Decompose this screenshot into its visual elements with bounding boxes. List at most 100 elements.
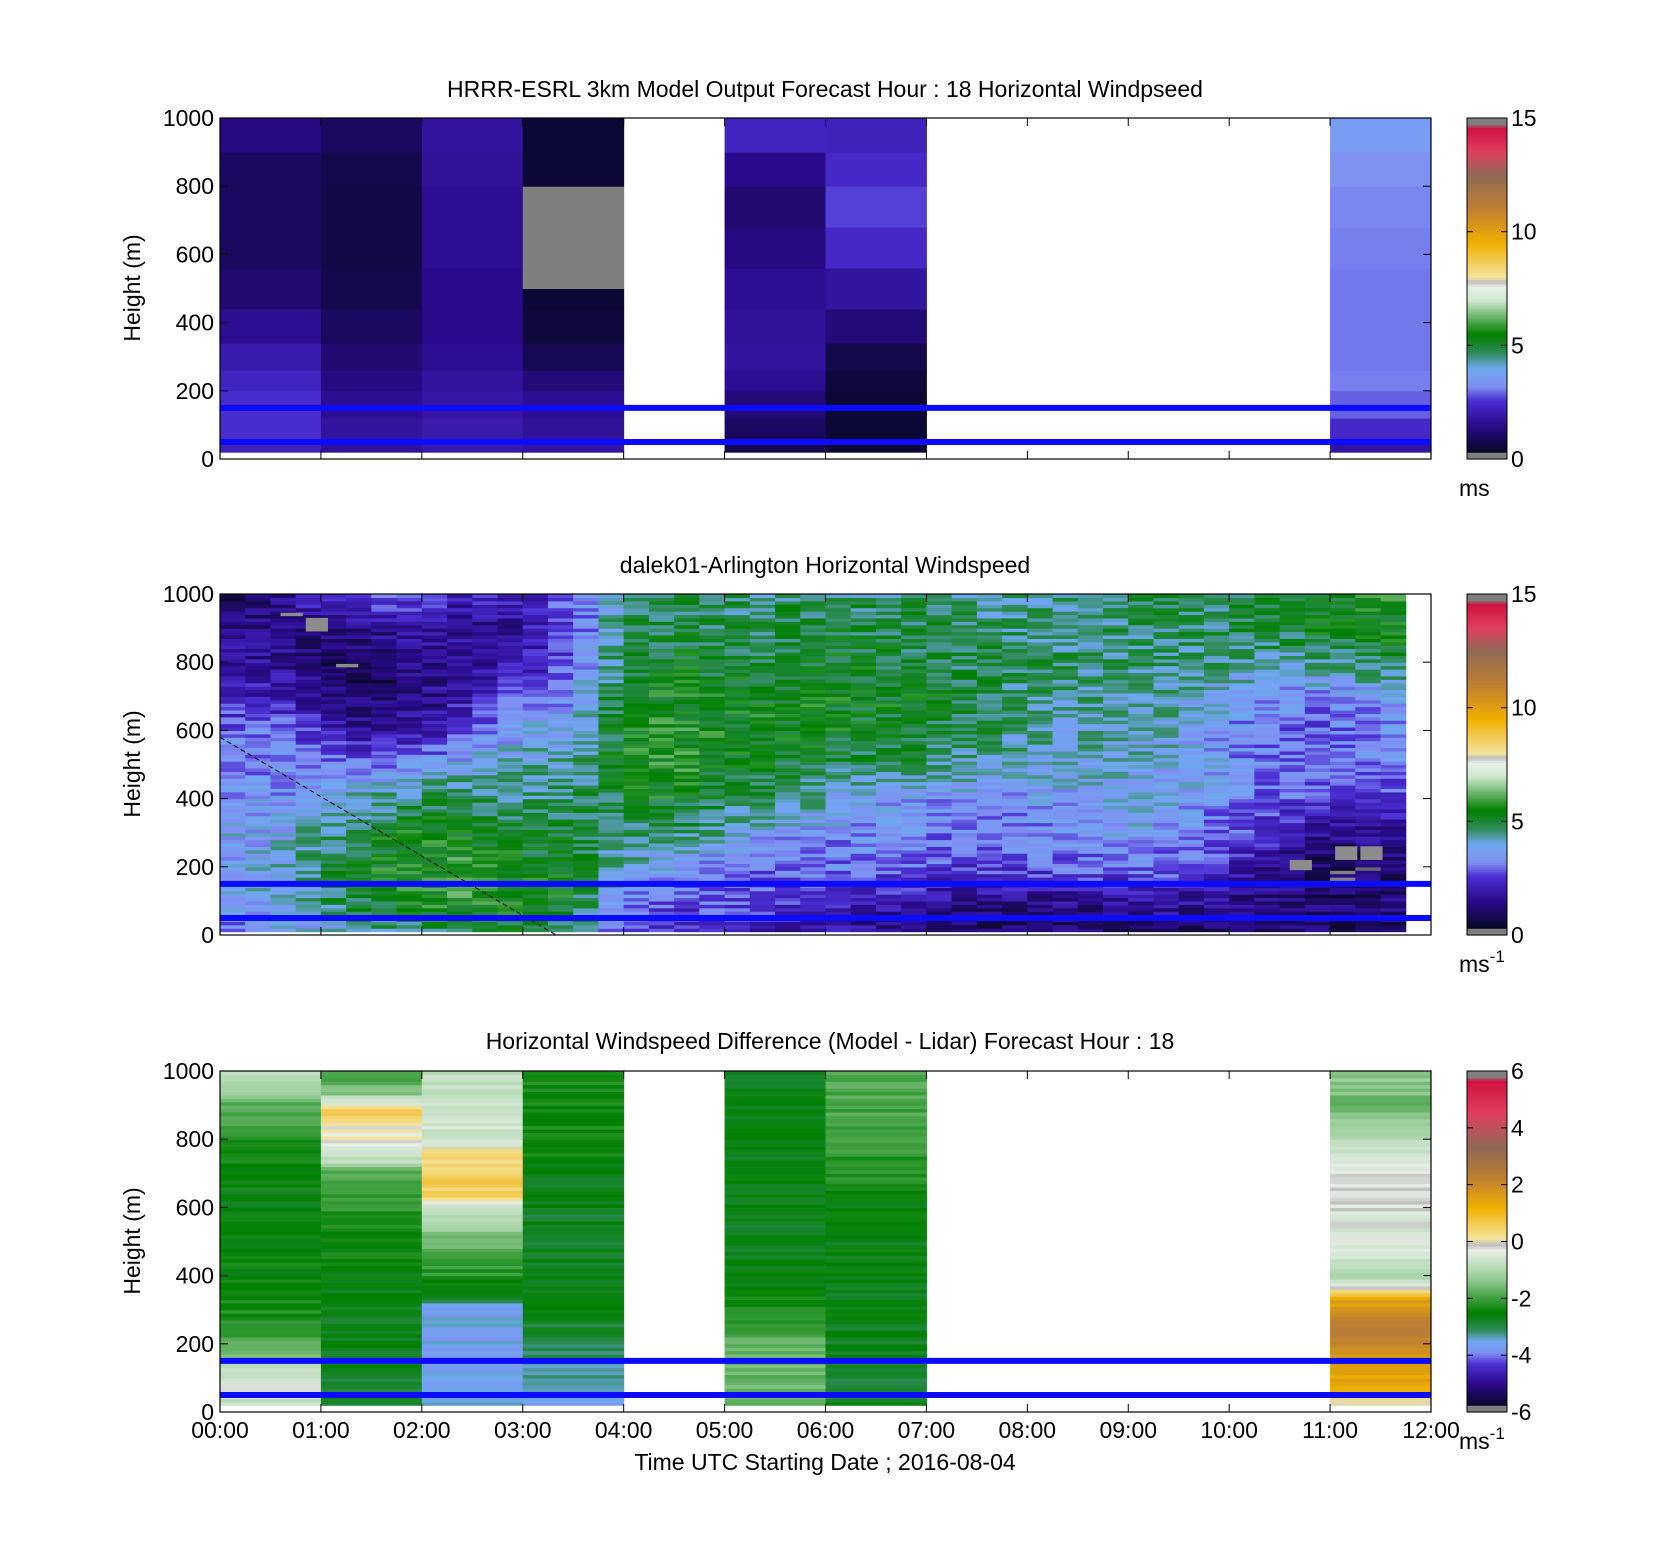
colorbar-segment (1467, 183, 1507, 187)
heatmap-cell (1128, 600, 1154, 605)
heatmap-cell (825, 781, 852, 786)
heatmap-cell (674, 808, 700, 813)
heatmap-cell (926, 634, 953, 639)
heatmap-cell (573, 634, 599, 639)
heatmap-cell (1052, 709, 1079, 714)
heatmap-cell (472, 733, 499, 738)
heatmap-cell (1254, 928, 1281, 933)
y-tick-label: 200 (176, 378, 214, 404)
heatmap-cell (1203, 784, 1230, 789)
heatmap-cell (699, 774, 726, 779)
heatmap-cell (1178, 611, 1205, 616)
heatmap-cell (1178, 795, 1205, 800)
heatmap-cell (1153, 614, 1180, 619)
heatmap-cell (648, 750, 675, 755)
heatmap-cell (674, 744, 700, 749)
heatmap-cell (623, 672, 650, 677)
heatmap-cell (648, 692, 675, 697)
heatmap-cell (1203, 638, 1230, 643)
heatmap-cell (1077, 621, 1104, 626)
heatmap-cell (346, 611, 372, 616)
heatmap-cell (1103, 723, 1129, 728)
heatmap-cell (850, 795, 877, 800)
heatmap-cell (1052, 819, 1079, 824)
heatmap-cell (320, 594, 347, 599)
heatmap-cell (976, 682, 1003, 687)
heatmap-cell (1077, 829, 1104, 834)
heatmap-cell (1153, 928, 1180, 933)
heatmap-cell (573, 924, 599, 929)
heatmap-cell (926, 784, 953, 789)
heatmap-cell (270, 655, 297, 660)
colorbar-segment (1467, 208, 1507, 212)
heatmap-cell (1027, 713, 1054, 718)
heatmap-cell (875, 897, 902, 902)
heatmap-cell (270, 631, 297, 636)
heatmap-cell (724, 829, 751, 834)
heatmap-cell (522, 658, 549, 663)
heatmap-cell (1052, 761, 1079, 766)
heatmap-cell (1027, 795, 1054, 800)
heatmap-cell (724, 706, 751, 711)
heatmap-cell (1103, 716, 1129, 721)
heatmap-cell (926, 921, 953, 926)
heatmap-cell (1279, 648, 1306, 653)
heatmap-cell (421, 343, 524, 371)
heatmap-cell (522, 761, 549, 766)
heatmap-cell (1052, 774, 1079, 779)
heatmap-cell (724, 628, 751, 633)
heatmap-cell (1203, 604, 1230, 609)
heatmap-cell (901, 921, 927, 926)
heatmap-cell (901, 887, 927, 892)
heatmap-cell (800, 859, 826, 864)
heatmap-cell (598, 825, 625, 830)
heatmap-cell (1153, 628, 1180, 633)
heatmap-cell (1103, 689, 1129, 694)
heatmap-cell (522, 692, 549, 697)
heatmap-cell (1002, 617, 1028, 622)
heatmap-cell (951, 692, 978, 697)
heatmap-cell (421, 904, 448, 909)
heatmap-cell (1229, 621, 1255, 626)
heatmap-cell (472, 740, 499, 745)
heatmap-cell (220, 928, 246, 933)
heatmap-cell (875, 594, 902, 599)
heatmap-cell (749, 873, 776, 878)
heatmap-cell (1103, 778, 1129, 783)
heatmap-cell (825, 658, 852, 663)
heatmap-cell (1355, 836, 1382, 841)
heatmap-cell (1355, 662, 1382, 667)
heatmap-cell (1330, 822, 1356, 827)
heatmap-cell (598, 911, 625, 916)
heatmap-cell (901, 737, 927, 742)
heatmap-cell (421, 750, 448, 755)
heatmap-cell (1254, 713, 1281, 718)
heatmap-cell (1178, 921, 1205, 926)
heatmap-cell (1229, 771, 1255, 776)
heatmap-cell (1355, 890, 1382, 895)
heatmap-cell (371, 829, 398, 834)
heatmap-cell (522, 634, 549, 639)
heatmap-cell (724, 771, 751, 776)
heatmap-cell (547, 911, 574, 916)
heatmap-cell (648, 802, 675, 807)
heatmap-cell (648, 754, 675, 759)
heatmap-cell (926, 873, 953, 878)
heatmap-cell (901, 740, 927, 745)
heatmap-cell (270, 781, 297, 786)
heatmap-cell (1077, 740, 1104, 745)
heatmap-cell (825, 815, 852, 820)
heatmap-cell (800, 737, 826, 742)
heatmap-cell (749, 651, 776, 656)
heatmap-cell (598, 645, 625, 650)
heatmap-cell (1330, 308, 1431, 344)
heatmap-cell (245, 730, 271, 735)
heatmap-cell (346, 754, 372, 759)
heatmap-cell (1330, 682, 1356, 687)
heatmap-cell (951, 767, 978, 772)
heatmap-cell (421, 669, 448, 674)
heatmap-cell (1304, 894, 1331, 899)
heatmap-cell (472, 648, 499, 653)
heatmap-cell (951, 836, 978, 841)
colorbar-segment (1467, 188, 1507, 192)
